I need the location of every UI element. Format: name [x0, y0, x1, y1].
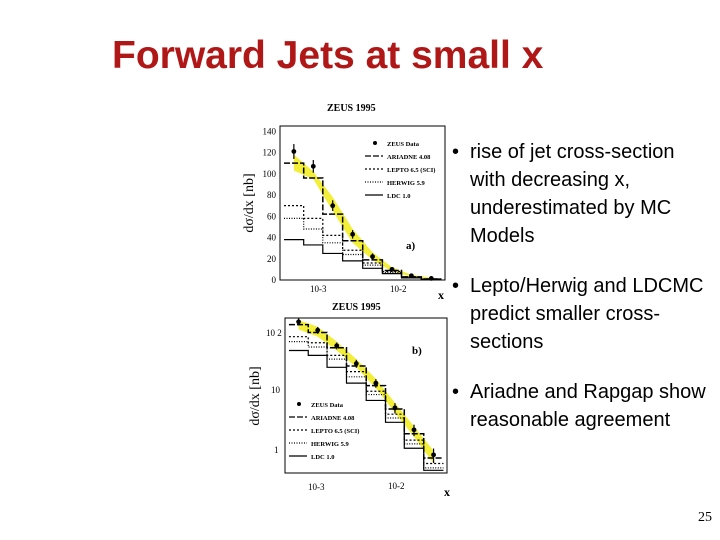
- panel-b-data-points: [296, 318, 436, 463]
- ytick-label: 120: [263, 148, 277, 158]
- legend-entry: HERWIG 5.9: [311, 441, 349, 448]
- ytick-label: 80: [267, 190, 277, 200]
- data-point: [408, 273, 414, 279]
- legend-entry: LDC 1.0: [311, 454, 334, 461]
- data-point: [330, 203, 336, 209]
- mc-curve: [284, 217, 442, 280]
- bullet-list: • rise of jet cross-section with decreas…: [452, 138, 714, 456]
- legend-entry: ZEUS Data: [387, 141, 420, 148]
- panel-a-title: ZEUS 1995: [327, 103, 376, 114]
- panel-a-frame: [279, 125, 446, 281]
- panel-b: ZEUS 1995 dσ/dx [nb] 10 2 10 1 10-3 10-2…: [248, 302, 450, 499]
- legend-entry: LDC 1.0: [387, 193, 410, 200]
- bullet-text: rise of jet cross-section with decreasin…: [470, 141, 675, 247]
- panel-b-frame: [284, 317, 448, 474]
- data-point: [334, 343, 340, 349]
- ytick-label: 0: [272, 275, 277, 285]
- legend-entry: LEPTO 6.5 (SCI): [311, 428, 359, 435]
- uncertainty-band: [298, 319, 434, 464]
- legend-entry: ZEUS Data: [311, 402, 344, 409]
- mc-curve: [288, 349, 444, 471]
- panel-b-xlabel: x: [444, 485, 450, 499]
- panel-a-band: [293, 154, 432, 279]
- bullet-item: • Ariadne and Rapgap show reasonable agr…: [452, 378, 714, 434]
- legend-marker: [297, 402, 301, 406]
- uncertainty-band: [293, 154, 432, 279]
- ytick-label: 60: [267, 211, 277, 221]
- legend-entry: HERWIG 5.9: [387, 180, 425, 187]
- panel-b-xtick-2: 10-2: [388, 481, 405, 491]
- data-point: [353, 361, 359, 366]
- bullet-dot: •: [452, 381, 460, 403]
- bullet-dot: •: [452, 275, 460, 297]
- panel-b-ytick-1: 1: [274, 445, 279, 455]
- panel-b-ylabel: dσ/dx [nb]: [248, 366, 263, 425]
- ytick-label: 100: [263, 169, 277, 179]
- panel-a-xtick-2: 10-2: [390, 284, 407, 294]
- panel-b-xtick-1: 10-3: [308, 482, 325, 492]
- panel-a-yticks: 0 20 40 60 80 100 120 140: [263, 126, 277, 285]
- zeus-forward-jets-figure: ZEUS 1995 dσ/dx [nb] 020406080100120140 …: [242, 103, 450, 499]
- legend-entry: ARIADNE 4.08: [311, 415, 355, 422]
- panel-a-legend: ZEUS Data ARIADNE 4.08 LEPTO 6.5 (SCI) HERW…: [365, 141, 435, 200]
- bullet-dot: •: [452, 141, 460, 163]
- data-point: [350, 231, 356, 237]
- panel-b-ytick-100: 10 2: [266, 328, 282, 338]
- panel-a: ZEUS 1995 dσ/dx [nb] 020406080100120140 …: [242, 103, 446, 302]
- data-point: [291, 149, 297, 154]
- legend-entry: ARIADNE 4.08: [387, 154, 431, 161]
- data-point: [315, 327, 321, 333]
- data-point: [370, 254, 375, 260]
- ytick-label: 140: [263, 126, 277, 136]
- panel-b-legend: ZEUS Data ARIADNE 4.08 LEPTO 6.5 (SCI) HERW…: [289, 402, 359, 461]
- panel-a-xtick-1: 10-3: [310, 284, 327, 294]
- data-point: [411, 427, 417, 433]
- panel-a-ylabel: dσ/dx [nb]: [242, 173, 257, 232]
- data-point: [392, 405, 398, 411]
- data-point: [373, 380, 379, 386]
- panel-b-band: [298, 319, 434, 464]
- bullet-item: • rise of jet cross-section with decreas…: [452, 138, 714, 250]
- data-point: [310, 163, 316, 169]
- mc-curve: [288, 336, 444, 465]
- data-point: [296, 319, 302, 325]
- panel-b-label: b): [412, 345, 422, 357]
- legend-entry: LEPTO 6.5 (SCI): [387, 167, 435, 174]
- panel-b-title: ZEUS 1995: [332, 302, 381, 313]
- ytick-label: 20: [267, 254, 277, 264]
- legend-marker: [373, 141, 377, 145]
- page-number: 25: [698, 510, 712, 525]
- panel-b-ytick-10: 10: [271, 385, 281, 395]
- panel-a-label: a): [406, 240, 416, 252]
- bullet-item: • Lepto/Herwig and LDCMC predict smaller…: [452, 272, 714, 356]
- bullet-text: Ariadne and Rapgap show reasonable agree…: [470, 381, 706, 431]
- slide-title: Forward Jets at small x: [112, 34, 544, 77]
- bullet-text: Lepto/Herwig and LDCMC predict smaller c…: [470, 275, 704, 353]
- mc-curve: [284, 205, 442, 280]
- panel-a-xlabel: x: [438, 288, 444, 302]
- data-point: [431, 452, 436, 458]
- ytick-label: 40: [267, 233, 277, 243]
- data-point: [389, 266, 395, 272]
